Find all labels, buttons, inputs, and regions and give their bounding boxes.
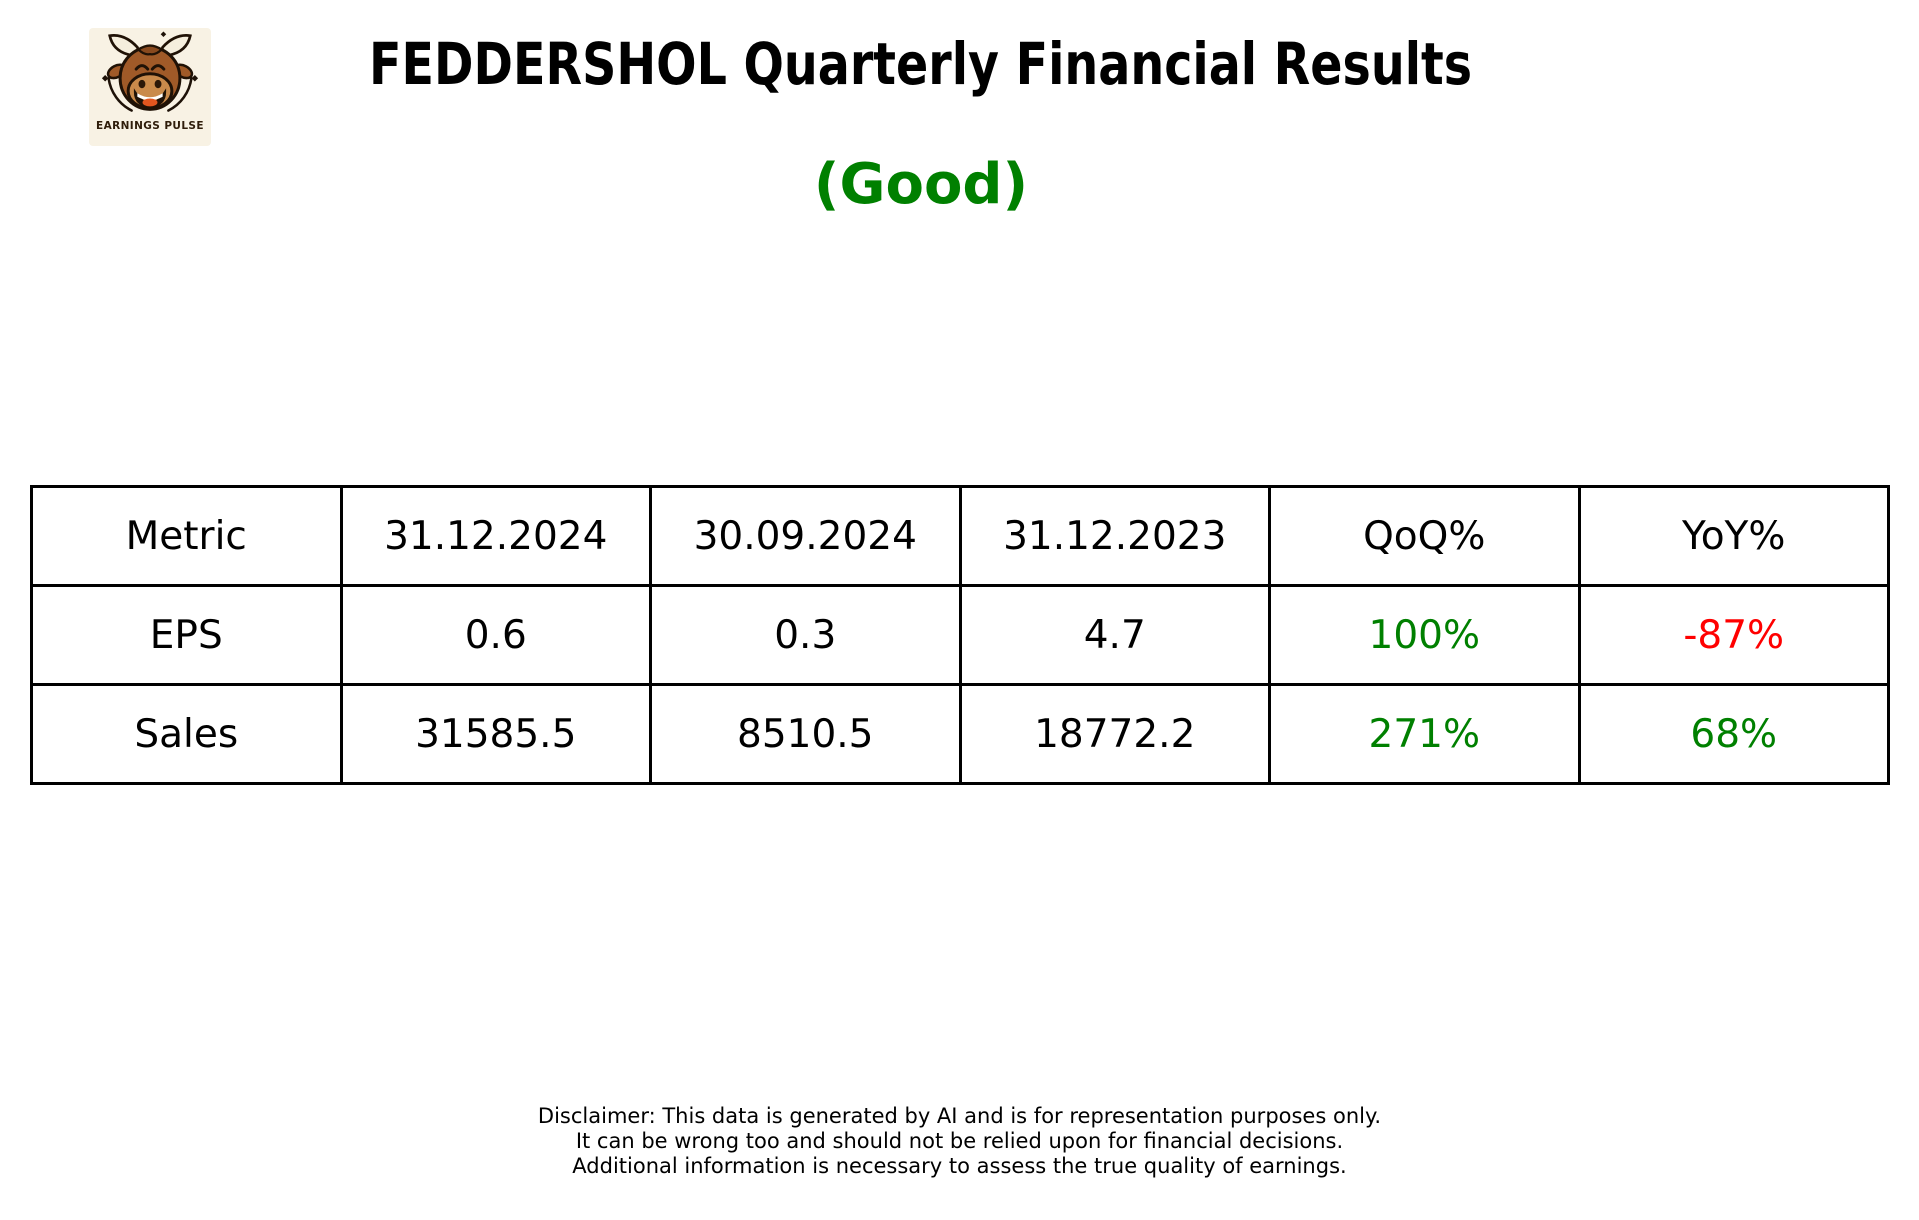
- table-row-eps: EPS 0.6 0.3 4.7 100% -87%: [30, 584, 1890, 686]
- col-header-q-previous: 30.09.2024: [649, 485, 962, 587]
- table-row-sales: Sales 31585.5 8510.5 18772.2 271% 68%: [30, 683, 1890, 785]
- disclaimer-line: It can be wrong too and should not be re…: [575, 1129, 1344, 1153]
- cell-sales-previous: 8510.5: [649, 683, 962, 785]
- verdict-label: (Good): [813, 152, 1029, 217]
- cell-sales-qoq: 271%: [1268, 683, 1581, 785]
- financials-table: Metric 31.12.2024 30.09.2024 31.12.2023 …: [30, 485, 1890, 785]
- disclaimer-line: Additional information is necessary to a…: [572, 1154, 1347, 1178]
- col-header-yoy: YoY%: [1577, 485, 1890, 587]
- col-header-q-current: 31.12.2024: [339, 485, 652, 587]
- col-header-q-yearago: 31.12.2023: [958, 485, 1271, 587]
- col-header-qoq: QoQ%: [1268, 485, 1581, 587]
- cell-sales-yoy: 68%: [1577, 683, 1890, 785]
- cell-sales-metric: Sales: [30, 683, 343, 785]
- cell-eps-metric: EPS: [30, 584, 343, 686]
- earnings-pulse-logo: EARNINGS PULSE: [89, 28, 211, 146]
- disclaimer-text: Disclaimer: This data is generated by AI…: [0, 1104, 1919, 1179]
- col-header-metric: Metric: [30, 485, 343, 587]
- title-area: FEDDERSHOL Quarterly Financial Results: [0, 30, 1842, 98]
- logo-brand-text: EARNINGS PULSE: [96, 120, 204, 132]
- cell-eps-previous: 0.3: [649, 584, 962, 686]
- page-title: FEDDERSHOL Quarterly Financial Results: [369, 30, 1473, 98]
- disclaimer-line: Disclaimer: This data is generated by AI…: [537, 1104, 1382, 1128]
- cell-eps-qoq: 100%: [1268, 584, 1581, 686]
- cell-sales-yearago: 18772.2: [958, 683, 1271, 785]
- cell-eps-yoy: -87%: [1577, 584, 1890, 686]
- cell-eps-current: 0.6: [339, 584, 652, 686]
- cell-sales-current: 31585.5: [339, 683, 652, 785]
- bull-icon: [101, 31, 199, 112]
- cell-eps-yearago: 4.7: [958, 584, 1271, 686]
- table-header-row: Metric 31.12.2024 30.09.2024 31.12.2023 …: [30, 485, 1890, 587]
